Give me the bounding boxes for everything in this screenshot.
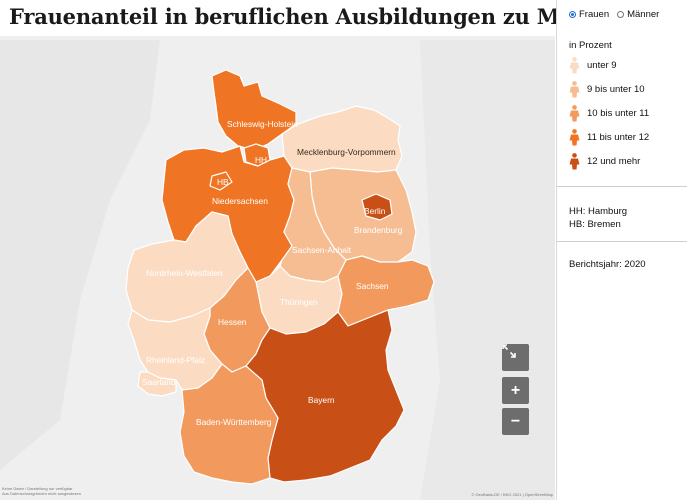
region-berlin[interactable] — [361, 193, 393, 221]
gender-toggle[interactable]: Frauen Männer — [569, 9, 659, 20]
person-icon — [569, 105, 580, 122]
fullscreen-button[interactable] — [502, 344, 529, 371]
label-mecklenburg-vorpommern: Mecklenburg-Vorpommern — [297, 147, 396, 157]
label-sachsen-anhalt: Sachsen-Anhalt — [292, 245, 352, 255]
label-schleswig-holstein: Schleswig-Holstein — [227, 119, 298, 129]
side-panel: Frauen Männer in Prozent unter 9 9 bis u… — [556, 0, 687, 500]
person-icon — [569, 81, 580, 98]
expand-icon — [502, 344, 516, 358]
map-area[interactable]: Schleswig-Holstein HH Mecklenburg-Vorpom… — [0, 36, 555, 500]
map-attribution[interactable]: © GeoBasis-DE / BKG 2021 | OpenStreetMap — [471, 492, 553, 497]
label-berlin: Berlin — [364, 206, 386, 216]
radio-unselected-icon[interactable] — [617, 11, 625, 18]
region-baden-wuerttemberg[interactable] — [179, 363, 279, 485]
label-bremen: HB — [217, 177, 229, 187]
label-niedersachsen: Niedersachsen — [212, 196, 268, 206]
divider — [557, 186, 687, 187]
label-bayern: Bayern — [308, 395, 335, 405]
radio-maenner-label: Männer — [627, 9, 660, 20]
radio-frauen-label: Frauen — [579, 9, 610, 20]
region-mecklenburg-vorpommern[interactable] — [281, 105, 403, 173]
legend-item: 10 bis unter 11 — [569, 105, 649, 122]
legend-item: 9 bis unter 10 — [569, 81, 645, 98]
radio-selected-icon[interactable] — [569, 11, 576, 18]
person-icon — [569, 57, 580, 74]
label-saarland: Saarland — [142, 377, 176, 387]
label-baden-wuerttemberg: Baden-Württemberg — [196, 417, 272, 427]
person-icon — [569, 129, 580, 146]
legend-item: unter 9 — [569, 57, 617, 74]
neighbour-countries-east — [420, 40, 555, 500]
person-icon — [569, 153, 580, 170]
zoom-out-button[interactable]: − — [502, 408, 529, 435]
legend-label: 11 bis unter 12 — [587, 132, 650, 143]
legend-item: 12 und mehr — [569, 153, 640, 170]
map-footnote: Keine Daten / Darstellung nur verfügbar A… — [2, 486, 81, 496]
legend-label: 12 und mehr — [587, 156, 641, 167]
legend-label: 10 bis unter 11 — [587, 108, 650, 119]
legend-label: unter 9 — [587, 60, 617, 71]
neighbour-countries-west — [0, 40, 160, 470]
note-hamburg: HH: Hamburg — [569, 206, 628, 217]
region-saarland[interactable] — [137, 371, 177, 397]
label-hamburg: HH — [255, 155, 268, 165]
label-nordrhein-westfalen: Nordrhein-Westfalen — [146, 268, 223, 278]
radio-frauen[interactable]: Frauen — [569, 9, 609, 20]
germany-map[interactable] — [0, 36, 555, 500]
note-bremen: HB: Bremen — [569, 219, 621, 230]
label-hessen: Hessen — [218, 317, 247, 327]
legend-title: in Prozent — [569, 40, 612, 51]
report-year: Berichtsjahr: 2020 — [569, 259, 646, 270]
label-rheinland-pfalz: Rheinland-Pfalz — [146, 355, 206, 365]
label-sachsen: Sachsen — [356, 281, 389, 291]
legend-label: 9 bis unter 10 — [587, 84, 645, 95]
divider — [557, 241, 687, 242]
label-brandenburg: Brandenburg — [354, 225, 403, 235]
region-bremen[interactable] — [209, 171, 233, 191]
label-thueringen: Thüringen — [280, 297, 318, 307]
legend-item: 11 bis unter 12 — [569, 129, 649, 146]
zoom-in-button[interactable]: + — [502, 377, 529, 404]
radio-maenner[interactable]: Männer — [617, 9, 659, 20]
